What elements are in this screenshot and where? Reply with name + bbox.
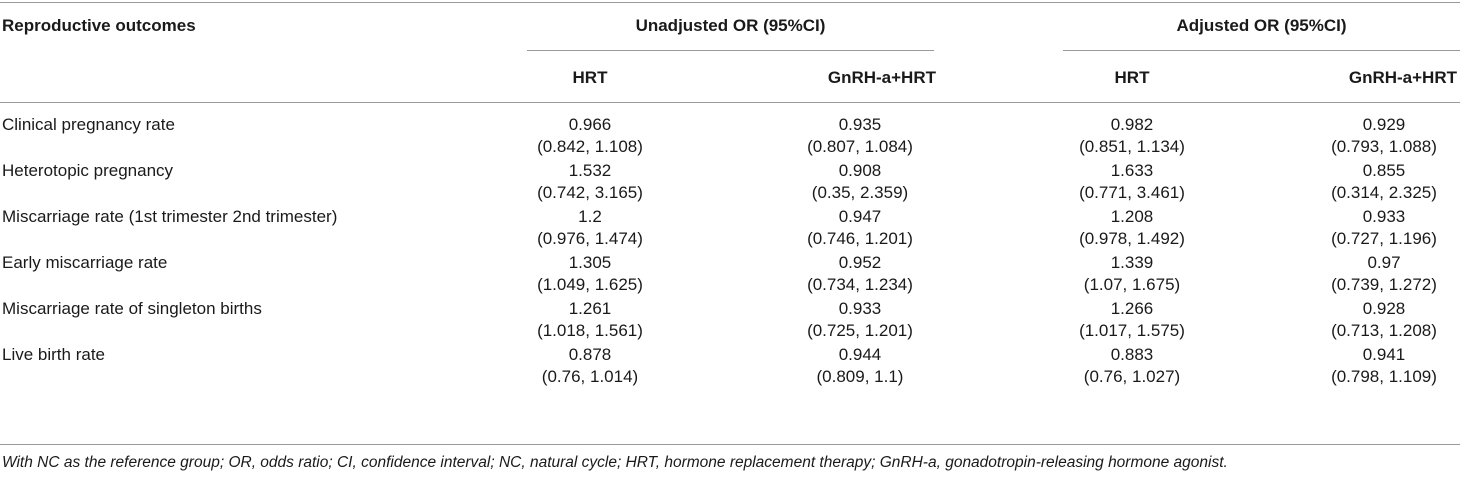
adjusted-gnrh-ci: (0.713, 1.208): [1331, 321, 1437, 340]
adjusted-gnrh-ci: (0.739, 1.272): [1331, 275, 1437, 294]
table-row: Miscarriage rate of singleton births 1.26…: [0, 298, 1460, 344]
outcome-label: Live birth rate: [2, 345, 105, 364]
adjusted-gnrh-or: 0.929: [1362, 115, 1406, 134]
adjusted-hrt-or: 1.266: [1110, 299, 1154, 318]
adjusted-hrt-or: 0.982: [1110, 115, 1154, 134]
subheader-adjusted-hrt: HRT: [1114, 68, 1150, 87]
adjusted-group-rule: [1063, 50, 1460, 51]
unadjusted-hrt-or: 0.878: [568, 345, 612, 364]
unadjusted-gnrh-ci: (0.35, 2.359): [811, 183, 909, 202]
table-row: Heterotopic pregnancy 1.532 (0.742, 3.165)…: [0, 160, 1460, 206]
adjusted-gnrh-ci: (0.793, 1.088): [1331, 137, 1437, 156]
outcome-label: Miscarriage rate (1st trimester 2nd trim…: [2, 207, 338, 226]
unadjusted-gnrh-ci: (0.807, 1.084): [807, 137, 913, 156]
adjusted-hrt-or: 1.208: [1110, 207, 1154, 226]
adjusted-gnrh-or: 0.97: [1367, 253, 1401, 272]
adjusted-hrt-or: 1.633: [1110, 161, 1154, 180]
table-row: Early miscarriage rate 1.305 (1.049, 1.625…: [0, 252, 1460, 298]
unadjusted-hrt-or: 1.305: [568, 253, 612, 272]
unadjusted-gnrh-or: 0.908: [838, 161, 882, 180]
table-row: Live birth rate 0.878 (0.76, 1.014) 0.944 (0…: [0, 344, 1460, 390]
header-adjusted: Adjusted OR (95%CI): [1176, 16, 1347, 35]
table-bottom-rule: [0, 444, 1460, 445]
adjusted-hrt-ci: (0.851, 1.134): [1079, 137, 1185, 156]
unadjusted-gnrh-or: 0.947: [838, 207, 882, 226]
unadjusted-gnrh-or: 0.952: [838, 253, 882, 272]
adjusted-gnrh-ci: (0.314, 2.325): [1331, 183, 1437, 202]
unadjusted-hrt-or: 0.966: [568, 115, 612, 134]
unadjusted-hrt-ci: (0.76, 1.014): [541, 367, 639, 386]
adjusted-gnrh-or: 0.855: [1362, 161, 1406, 180]
adjusted-gnrh-ci: (0.727, 1.196): [1331, 229, 1437, 248]
adjusted-hrt-or: 1.339: [1110, 253, 1154, 272]
outcome-label: Miscarriage rate of singleton births: [2, 299, 262, 318]
unadjusted-group-rule: [527, 50, 934, 51]
subheader-unadjusted-gnrh: GnRH-a+HRT: [827, 68, 936, 87]
adjusted-hrt-ci: (0.76, 1.027): [1083, 367, 1181, 386]
unadjusted-hrt-ci: (1.018, 1.561): [537, 321, 643, 340]
unadjusted-hrt-ci: (0.842, 1.108): [537, 137, 643, 156]
unadjusted-hrt-ci: (0.742, 3.165): [537, 183, 643, 202]
header-bottom-rule: [0, 102, 1460, 103]
table-row: Miscarriage rate (1st trimester 2nd trim…: [0, 206, 1460, 252]
header-outcome: Reproductive outcomes: [2, 16, 196, 35]
unadjusted-hrt-ci: (0.976, 1.474): [537, 229, 643, 248]
outcome-label: Heterotopic pregnancy: [2, 161, 174, 180]
unadjusted-hrt-ci: (1.049, 1.625): [537, 275, 643, 294]
subheader-adjusted-gnrh: GnRH-a+HRT: [1348, 68, 1457, 87]
adjusted-hrt-or: 0.883: [1110, 345, 1154, 364]
outcome-label: Clinical pregnancy rate: [2, 115, 175, 134]
table-row: Clinical pregnancy rate 0.966 (0.842, 1.10…: [0, 114, 1460, 160]
unadjusted-gnrh-ci: (0.746, 1.201): [807, 229, 913, 248]
outcome-label: Early miscarriage rate: [2, 253, 168, 272]
adjusted-gnrh-or: 0.928: [1362, 299, 1406, 318]
unadjusted-gnrh-ci: (0.809, 1.1): [816, 367, 904, 386]
adjusted-hrt-ci: (0.771, 3.461): [1079, 183, 1185, 202]
unadjusted-gnrh-ci: (0.734, 1.234): [807, 275, 913, 294]
unadjusted-gnrh-or: 0.935: [838, 115, 882, 134]
adjusted-hrt-ci: (1.017, 1.575): [1079, 321, 1185, 340]
unadjusted-gnrh-ci: (0.725, 1.201): [807, 321, 913, 340]
header-unadjusted: Unadjusted OR (95%CI): [635, 16, 826, 35]
adjusted-hrt-ci: (1.07, 1.675): [1083, 275, 1181, 294]
unadjusted-hrt-or: 1.261: [568, 299, 612, 318]
adjusted-gnrh-or: 0.941: [1362, 345, 1406, 364]
unadjusted-hrt-or: 1.2: [578, 207, 602, 226]
subheader-unadjusted-hrt: HRT: [572, 68, 608, 87]
unadjusted-hrt-or: 1.532: [568, 161, 612, 180]
footnote: With NC as the reference group; OR, odds…: [2, 454, 1228, 471]
adjusted-hrt-ci: (0.978, 1.492): [1079, 229, 1185, 248]
unadjusted-gnrh-or: 0.933: [838, 299, 882, 318]
top-rule: [0, 2, 1460, 3]
unadjusted-gnrh-or: 0.944: [838, 345, 882, 364]
adjusted-gnrh-ci: (0.798, 1.109): [1331, 367, 1437, 386]
adjusted-gnrh-or: 0.933: [1362, 207, 1406, 226]
